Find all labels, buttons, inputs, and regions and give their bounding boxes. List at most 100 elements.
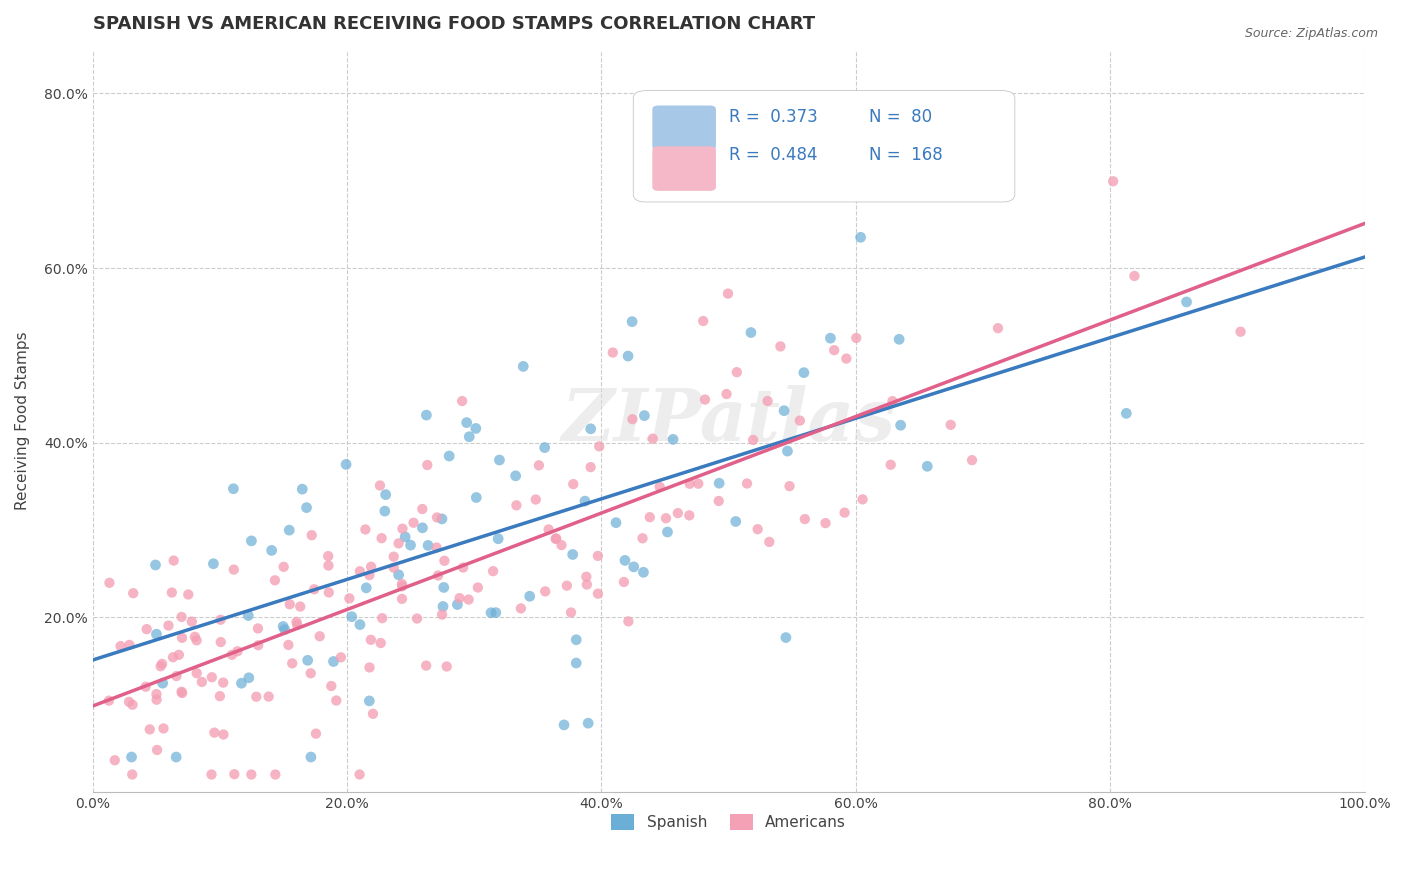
Spanish xyxy=(260,543,283,558)
Spanish xyxy=(374,504,396,518)
Americans xyxy=(845,331,868,345)
Americans xyxy=(299,666,322,681)
Americans xyxy=(202,725,225,739)
Americans xyxy=(257,690,280,704)
Americans xyxy=(167,648,190,662)
Americans xyxy=(264,767,287,781)
Americans xyxy=(208,689,231,703)
Spanish xyxy=(773,403,796,417)
Americans xyxy=(145,687,167,701)
Text: N =  80: N = 80 xyxy=(869,108,932,126)
Americans xyxy=(391,579,413,593)
Spanish xyxy=(553,718,575,732)
Americans xyxy=(302,582,325,597)
Spanish xyxy=(740,326,762,340)
Americans xyxy=(550,538,572,552)
Americans xyxy=(135,680,157,694)
Americans xyxy=(555,579,578,593)
Spanish xyxy=(340,609,363,624)
Americans xyxy=(524,492,547,507)
Spanish xyxy=(1115,406,1137,420)
Americans xyxy=(212,675,235,690)
Americans xyxy=(834,506,856,520)
Americans xyxy=(436,659,458,673)
Americans xyxy=(482,564,505,578)
Spanish xyxy=(512,359,534,374)
Americans xyxy=(177,587,200,601)
Americans xyxy=(349,564,371,578)
Americans xyxy=(747,522,769,536)
Americans xyxy=(370,531,392,545)
Spanish xyxy=(1175,294,1198,309)
Spanish xyxy=(374,488,396,502)
Americans xyxy=(579,460,602,475)
Americans xyxy=(641,432,664,446)
Spanish xyxy=(446,598,468,612)
Americans xyxy=(172,686,194,700)
Americans xyxy=(451,560,474,574)
Spanish xyxy=(485,606,508,620)
Americans xyxy=(666,506,689,520)
Spanish xyxy=(657,524,679,539)
Text: ZIPatlas: ZIPatlas xyxy=(561,385,896,457)
Spanish xyxy=(145,627,167,641)
Americans xyxy=(416,458,439,472)
Spanish xyxy=(633,566,655,580)
Americans xyxy=(415,658,437,673)
Spanish xyxy=(433,581,456,595)
Spanish xyxy=(579,422,602,436)
Americans xyxy=(240,767,263,781)
Americans xyxy=(717,286,740,301)
Americans xyxy=(1229,325,1251,339)
Americans xyxy=(305,726,328,740)
Spanish xyxy=(165,750,187,764)
Americans xyxy=(318,558,340,573)
Americans xyxy=(247,638,270,652)
Americans xyxy=(359,568,381,582)
Americans xyxy=(655,511,678,525)
Spanish xyxy=(152,676,174,690)
Americans xyxy=(145,692,167,706)
Spanish xyxy=(322,655,344,669)
Americans xyxy=(163,553,186,567)
Spanish xyxy=(271,619,294,633)
Americans xyxy=(725,365,748,379)
Americans xyxy=(586,549,609,563)
Americans xyxy=(707,494,730,508)
Americans xyxy=(122,586,145,600)
Americans xyxy=(814,516,837,530)
Americans xyxy=(692,314,714,328)
Americans xyxy=(209,635,232,649)
Americans xyxy=(285,618,308,632)
Spanish xyxy=(479,606,502,620)
Spanish xyxy=(776,444,799,458)
Americans xyxy=(631,531,654,545)
Spanish xyxy=(519,589,541,603)
Americans xyxy=(349,767,371,781)
Spanish xyxy=(464,421,486,435)
Americans xyxy=(678,508,700,523)
Spanish xyxy=(295,500,318,515)
Spanish xyxy=(335,458,357,472)
Americans xyxy=(505,498,527,512)
Americans xyxy=(157,618,180,632)
Spanish xyxy=(297,653,319,667)
Spanish xyxy=(889,332,911,346)
Text: R =  0.484: R = 0.484 xyxy=(728,146,817,164)
Spanish xyxy=(613,553,636,567)
Americans xyxy=(534,584,557,599)
Americans xyxy=(546,532,568,546)
Americans xyxy=(779,479,801,493)
Americans xyxy=(433,554,456,568)
Americans xyxy=(337,591,360,606)
Spanish xyxy=(917,459,939,474)
Americans xyxy=(360,559,382,574)
Text: R =  0.373: R = 0.373 xyxy=(728,108,817,126)
Spanish xyxy=(662,433,685,447)
Spanish xyxy=(456,416,478,430)
Americans xyxy=(613,574,636,589)
Americans xyxy=(402,516,425,530)
Americans xyxy=(371,611,394,625)
Americans xyxy=(180,615,202,629)
Americans xyxy=(735,476,758,491)
